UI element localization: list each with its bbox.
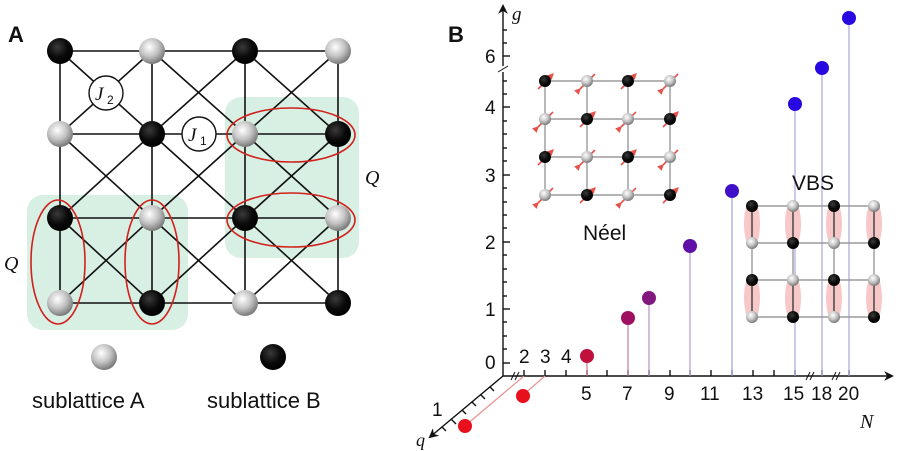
- svg-text:9: 9: [664, 384, 675, 405]
- data-point: [683, 239, 697, 253]
- site-a: [325, 205, 351, 231]
- spin-arrows: [532, 73, 679, 209]
- site-b: [325, 121, 351, 147]
- svg-text:7: 7: [622, 384, 633, 405]
- lattice-sites: [47, 38, 351, 316]
- panel-a-letter: A: [8, 22, 24, 47]
- svg-text:4: 4: [561, 347, 572, 368]
- legend-sublattice-b-label: sublattice B: [207, 388, 321, 413]
- q-label-right: Q: [365, 167, 380, 189]
- legend-sublattice-a-icon: [91, 344, 117, 370]
- site-a: [139, 205, 165, 231]
- g-stems: [580, 11, 856, 376]
- site-b: [139, 121, 165, 147]
- data-point: [621, 311, 635, 325]
- j2-label: J 2: [88, 75, 124, 111]
- g-axis-ticks: 0 1 2 3 4 6: [485, 47, 496, 374]
- site-a: [325, 38, 351, 64]
- svg-text:J: J: [188, 125, 198, 146]
- site-a: [232, 290, 258, 316]
- vbs-dimers: [744, 200, 882, 322]
- bond-ellipses: [30, 107, 356, 325]
- q-axis-tick-1: 1: [432, 400, 443, 421]
- n-axis-ticks: 2 3 4 5 7 9 11 13 15 18 20: [519, 347, 859, 405]
- panel-b: B: [416, 4, 894, 450]
- g-axis-label: g: [512, 4, 522, 25]
- svg-text:15: 15: [783, 384, 804, 405]
- site-b: [232, 38, 258, 64]
- neel-inset: Néel: [532, 73, 679, 245]
- svg-text:1: 1: [485, 300, 496, 321]
- svg-text:13: 13: [742, 384, 763, 405]
- svg-text:3: 3: [540, 347, 551, 368]
- site-b: [325, 290, 351, 316]
- svg-text:11: 11: [700, 384, 720, 405]
- q-label-left: Q: [4, 253, 19, 275]
- svg-text:1: 1: [200, 134, 207, 148]
- svg-text:5: 5: [581, 384, 592, 405]
- svg-text:20: 20: [838, 384, 859, 405]
- panel-a: A: [4, 22, 380, 413]
- q-axis: [428, 375, 504, 439]
- q-axis-label: q: [416, 430, 425, 450]
- n-axis: [503, 370, 894, 381]
- site-b: [232, 205, 258, 231]
- svg-text:4: 4: [485, 98, 496, 119]
- n-axis-label: N: [859, 411, 875, 433]
- svg-text:2: 2: [107, 93, 114, 107]
- data-point: [815, 61, 829, 75]
- data-point: [642, 291, 656, 305]
- q-direction-points: [458, 375, 546, 433]
- svg-text:6: 6: [485, 47, 496, 68]
- legend: sublattice A sublattice B: [32, 344, 321, 413]
- site-a: [47, 121, 73, 147]
- panel-b-letter: B: [448, 22, 464, 47]
- svg-text:3: 3: [485, 166, 496, 187]
- g-axis: [497, 4, 510, 376]
- data-point: [725, 184, 739, 198]
- legend-sublattice-a-label: sublattice A: [32, 388, 145, 413]
- svg-text:0: 0: [485, 353, 496, 374]
- site-b: [139, 290, 165, 316]
- site-b: [47, 205, 73, 231]
- svg-text:2: 2: [519, 347, 530, 368]
- lattice-bonds: [59, 50, 339, 304]
- vbs-inset: VBS: [744, 172, 882, 323]
- data-point: [788, 97, 802, 111]
- svg-text:2: 2: [485, 233, 496, 254]
- neel-label: Néel: [583, 222, 626, 245]
- data-point: [458, 419, 472, 433]
- vbs-label: VBS: [792, 172, 834, 195]
- site-a: [47, 290, 73, 316]
- j1-label: J 1: [181, 116, 217, 152]
- data-point: [516, 389, 530, 403]
- site-b: [47, 38, 73, 64]
- data-point: [842, 11, 856, 25]
- data-point: [580, 349, 594, 363]
- legend-sublattice-b-icon: [260, 344, 286, 370]
- svg-text:J: J: [95, 84, 105, 105]
- site-a: [139, 38, 165, 64]
- svg-text:18: 18: [811, 384, 832, 405]
- site-a: [232, 121, 258, 147]
